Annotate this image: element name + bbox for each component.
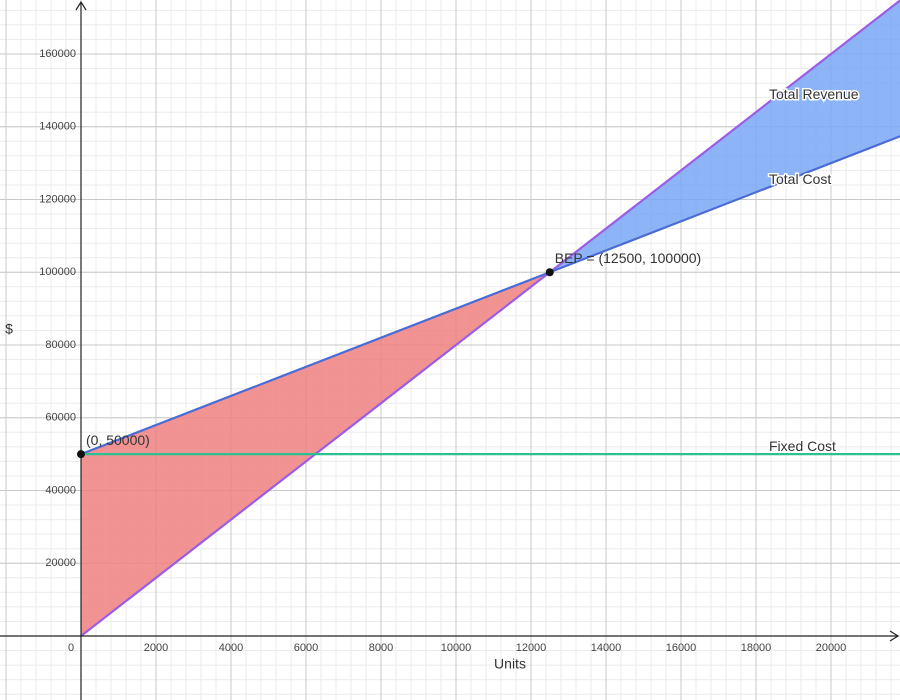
y-tick-label: 20000	[45, 557, 76, 569]
x-tick-label: 14000	[591, 642, 622, 654]
x-tick-label: 12000	[516, 642, 547, 654]
y-tick-label: 60000	[45, 412, 76, 424]
y-axis-arrow	[75, 0, 87, 11]
point	[77, 450, 85, 459]
x-tick-label: 6000	[294, 642, 318, 654]
y-axis-label: $	[5, 321, 13, 337]
x-tick-label: 18000	[741, 642, 772, 654]
x-tick-label: 16000	[666, 642, 697, 654]
x-tick-label: 2000	[144, 642, 168, 654]
point-label: (0, 50000)	[86, 432, 150, 448]
plot-area	[80, 0, 900, 637]
x-axis-label: Units	[494, 656, 526, 672]
series-label: Total Cost	[769, 171, 831, 187]
y-tick-label: 80000	[45, 339, 76, 351]
y-tick-label: 140000	[39, 121, 76, 133]
series-label: Total Revenue	[769, 86, 859, 102]
series-label: Fixed Cost	[769, 438, 836, 454]
y-tick-label: 100000	[39, 266, 76, 278]
y-tick-label: 120000	[39, 193, 76, 205]
x-tick-label: 8000	[369, 642, 393, 654]
point-label: BEP = (12500, 100000)	[555, 250, 701, 266]
x-tick-label: 0	[68, 642, 74, 654]
y-tick-label: 160000	[39, 48, 76, 60]
point	[545, 268, 554, 277]
x-tick-label: 10000	[441, 642, 472, 654]
y-tick-label: 40000	[45, 484, 76, 496]
x-tick-label: 20000	[816, 642, 847, 654]
x-axis-arrow	[889, 630, 900, 642]
x-tick-label: 4000	[219, 642, 243, 654]
